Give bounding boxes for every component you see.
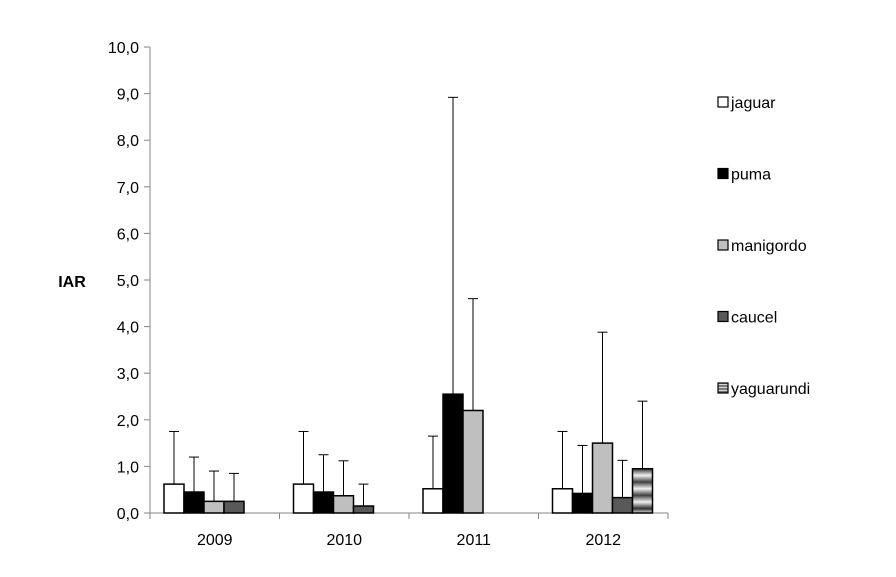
bar-caucel-2012 [611, 496, 634, 514]
legend-swatch-jaguar [717, 96, 729, 108]
y-tick-label: 5,0 [117, 273, 139, 290]
y-tick-label: 1,0 [117, 459, 139, 476]
y-tick-label: 3,0 [117, 366, 139, 383]
bar-manigordo-2012 [591, 442, 614, 514]
bar-manigordo-2011 [462, 409, 484, 514]
y-tick-label: 0,0 [117, 506, 139, 523]
axes: 0,0 1,0 2,0 3,0 4,0 5,0 6,0 7,0 8,0 9,0 10,0 2009 20… [108, 40, 669, 549]
legend-label-jaguar: jaguar [730, 95, 776, 112]
legend-swatch-caucel [717, 310, 729, 323]
x-tick-label: 2011 [457, 532, 492, 549]
bar-jaguar-2010 [292, 483, 315, 514]
x-tick-label: 2010 [326, 532, 362, 549]
bar-caucel-2009 [223, 500, 245, 514]
bar-puma-2010 [312, 491, 335, 514]
x-tick-label: 2009 [197, 532, 233, 549]
bar-manigordo-2010 [332, 495, 355, 514]
y-tick-label: 9,0 [117, 87, 139, 104]
y-axis-label: IAR [58, 274, 86, 291]
bar-jaguar-2011 [422, 488, 444, 514]
legend-label-manigordo: manigordo [731, 238, 807, 255]
bars [163, 96, 654, 514]
legend-swatch-puma [717, 167, 729, 180]
y-tick-label: 8,0 [117, 133, 139, 150]
legend-label-yaguarundi: yaguarundi [731, 381, 810, 398]
bar-puma-2012 [571, 492, 594, 514]
y-tick-label: 4,0 [117, 320, 139, 337]
bar-puma-2009 [183, 491, 205, 514]
legend: jaguar puma manigordo caucel yaguarundi [717, 95, 810, 398]
bar-manigordo-2009 [203, 500, 225, 514]
legend-swatch-yaguarundi [717, 382, 729, 394]
bar-caucel-2010 [352, 505, 375, 514]
legend-label-puma: puma [731, 167, 771, 184]
bar-jaguar-2012 [551, 488, 574, 514]
legend-swatch-manigordo [717, 239, 729, 251]
y-tick-label: 6,0 [117, 226, 139, 243]
y-tick-label: 7,0 [117, 180, 139, 197]
bar-jaguar-2009 [163, 483, 185, 514]
legend-label-caucel: caucel [731, 310, 777, 327]
x-tick-label: 2012 [585, 532, 621, 549]
y-tick-label: 10,0 [108, 40, 139, 57]
bar-puma-2011 [442, 393, 464, 514]
y-tick-label: 2,0 [117, 413, 139, 430]
bar-yaguarundi-2012 [631, 467, 654, 514]
